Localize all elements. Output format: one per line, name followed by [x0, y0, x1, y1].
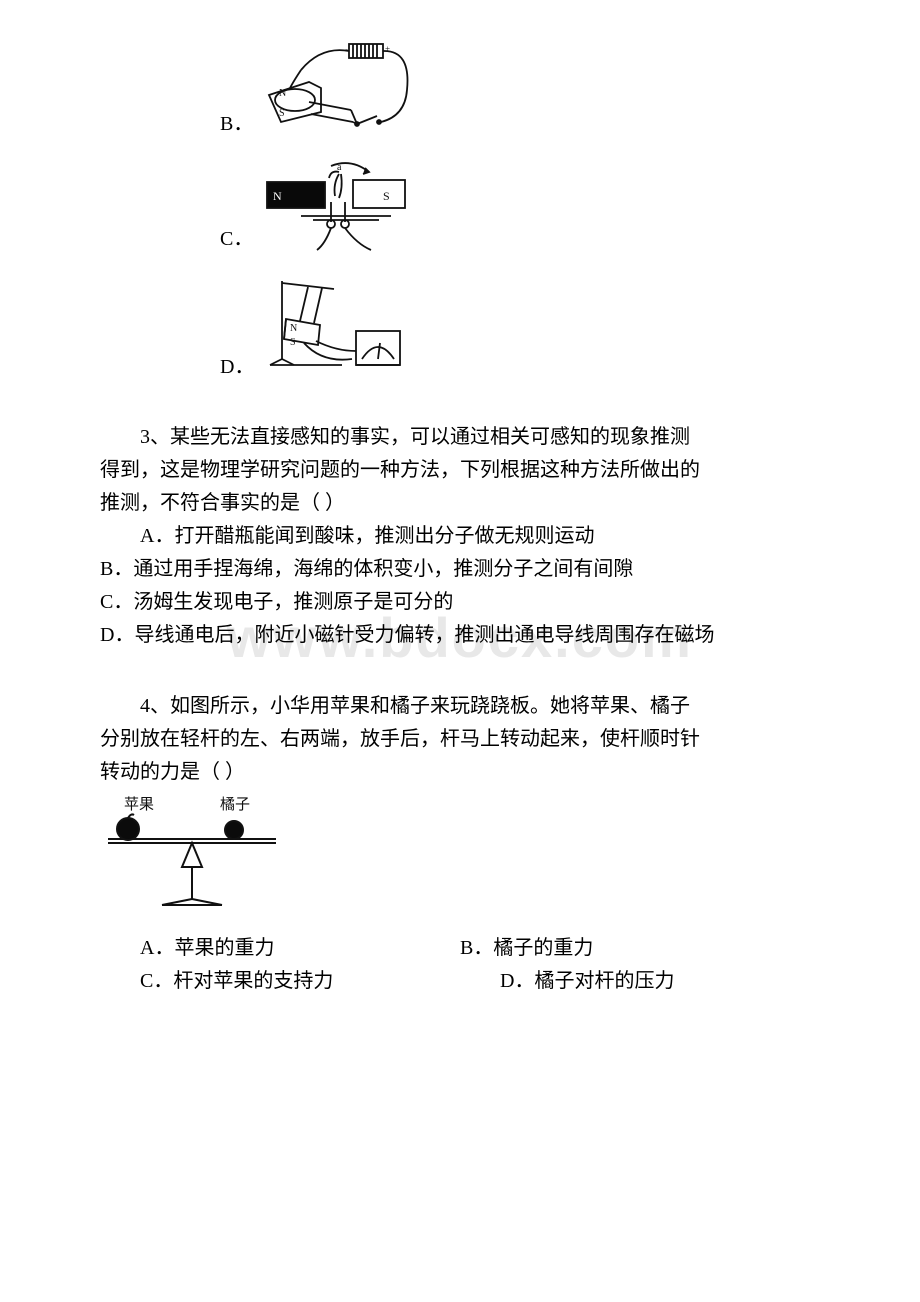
orange-label: 橘子: [220, 796, 250, 813]
diagram-d-generator-meter-icon: N S: [262, 273, 407, 383]
q3-option-b: B．通过用手捏海绵，海绵的体积变小，推测分子之间有间隙: [100, 553, 820, 586]
svg-text:-: -: [345, 44, 348, 54]
svg-text:N: N: [290, 323, 297, 334]
option-letter-c: C．: [220, 222, 253, 255]
q2-option-b: B． - + N S: [220, 40, 820, 140]
svg-text:N: N: [273, 189, 282, 203]
q2-option-d: D． N S: [220, 273, 820, 383]
q3-stem-line3: 推测，不符合事实的是（ ）: [100, 487, 820, 520]
q4-options-row-1: A．苹果的重力 B．橘子的重力: [100, 932, 820, 965]
q4-stem-line1: 4、如图所示，小华用苹果和橘子来玩跷跷板。她将苹果、橘子: [100, 690, 820, 723]
q3-stem-line1: 3、某些无法直接感知的事实，可以通过相关可感知的现象推测: [100, 421, 820, 454]
q4-option-d: D．橘子对杆的压力: [460, 965, 820, 998]
question-3: 3、某些无法直接感知的事实，可以通过相关可感知的现象推测 得到，这是物理学研究问…: [100, 421, 820, 652]
q4-option-b: B．橘子的重力: [460, 932, 820, 965]
option-letter-b: B．: [220, 107, 253, 140]
lever-figure-icon: 苹果 橘子: [100, 795, 820, 920]
q3-stem-line2: 得到，这是物理学研究问题的一种方法，下列根据这种方法所做出的: [100, 454, 820, 487]
q2-option-c: C． N S a: [220, 160, 820, 255]
q4-option-c: C．杆对苹果的支持力: [100, 965, 460, 998]
svg-text:+: +: [385, 44, 390, 54]
svg-text:S: S: [279, 108, 285, 119]
svg-text:S: S: [383, 189, 390, 203]
apple-label: 苹果: [124, 796, 154, 813]
question-4: 4、如图所示，小华用苹果和橘子来玩跷跷板。她将苹果、橘子 分别放在轻杆的左、右两…: [100, 690, 820, 998]
q4-option-a: A．苹果的重力: [100, 932, 460, 965]
q3-option-d: D．导线通电后，附近小磁针受力偏转，推测出通电导线周围存在磁场: [100, 619, 820, 652]
option-letter-d: D．: [220, 350, 254, 383]
diagram-c-magnet-coil-icon: N S a: [261, 160, 416, 255]
svg-text:S: S: [290, 337, 296, 348]
q3-option-c: C．汤姆生发现电子，推测原子是可分的: [100, 586, 820, 619]
q4-stem-line2: 分别放在轻杆的左、右两端，放手后，杆马上转动起来，使杆顺时针: [100, 723, 820, 756]
q3-option-a: A．打开醋瓶能闻到酸味，推测出分子做无规则运动: [100, 520, 820, 553]
diagram-b-motor-circuit-icon: - + N S: [261, 40, 421, 140]
svg-text:N: N: [279, 88, 286, 99]
q4-stem-line3: 转动的力是（ ）: [100, 756, 820, 789]
q4-options-row-2: C．杆对苹果的支持力 D．橘子对杆的压力: [100, 965, 820, 998]
